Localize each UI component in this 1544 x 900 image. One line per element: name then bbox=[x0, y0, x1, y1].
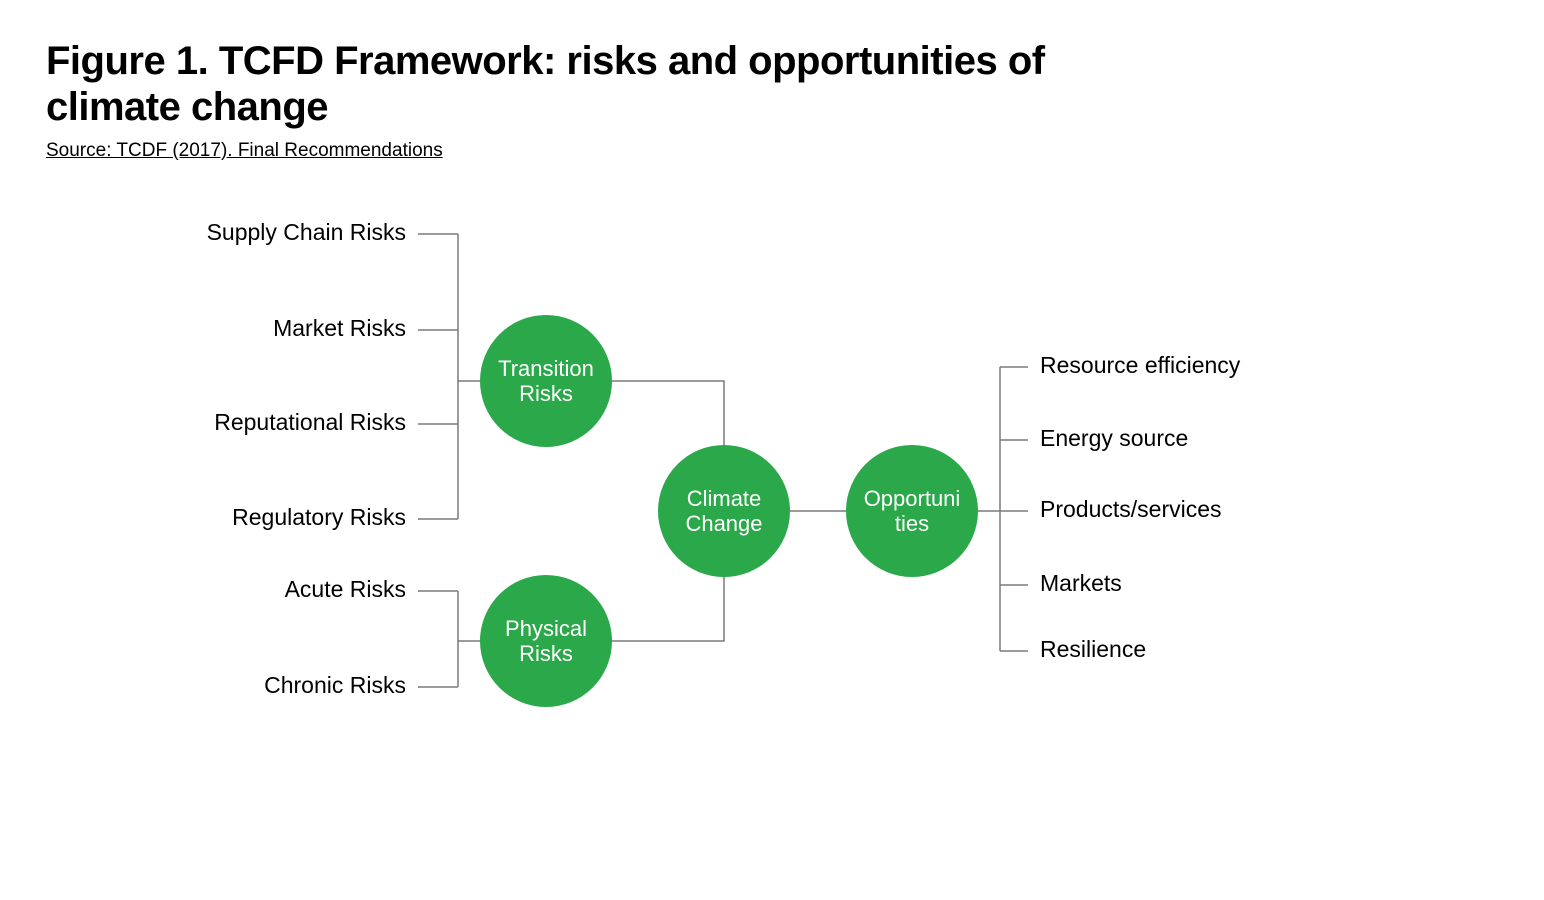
node-opportunities: Opportuni ties bbox=[846, 445, 978, 577]
opportunity-leaf: Products/services bbox=[1040, 497, 1222, 522]
transition-risk-leaf: Market Risks bbox=[273, 316, 406, 341]
node-climate: Climate Change bbox=[658, 445, 790, 577]
page: Figure 1. TCFD Framework: risks and oppo… bbox=[0, 0, 1544, 900]
node-label: Transition Risks bbox=[486, 356, 606, 407]
opportunity-leaf: Markets bbox=[1040, 571, 1122, 596]
opportunity-leaf: Resource efficiency bbox=[1040, 353, 1240, 378]
opportunity-leaf: Resilience bbox=[1040, 637, 1146, 662]
physical-risk-leaf: Acute Risks bbox=[285, 577, 406, 602]
tcfd-diagram: Climate Change Transition Risks Physical R… bbox=[0, 0, 1544, 900]
transition-risk-leaf: Reputational Risks bbox=[214, 410, 406, 435]
node-transition: Transition Risks bbox=[480, 315, 612, 447]
transition-risk-leaf: Supply Chain Risks bbox=[207, 220, 406, 245]
node-physical: Physical Risks bbox=[480, 575, 612, 707]
opportunity-leaf: Energy source bbox=[1040, 426, 1188, 451]
physical-risk-leaf: Chronic Risks bbox=[264, 673, 406, 698]
node-label: Physical Risks bbox=[486, 616, 606, 667]
node-label: Opportuni ties bbox=[852, 486, 972, 537]
diagram-connectors bbox=[0, 0, 1544, 900]
node-label: Climate Change bbox=[664, 486, 784, 537]
transition-risk-leaf: Regulatory Risks bbox=[232, 505, 406, 530]
